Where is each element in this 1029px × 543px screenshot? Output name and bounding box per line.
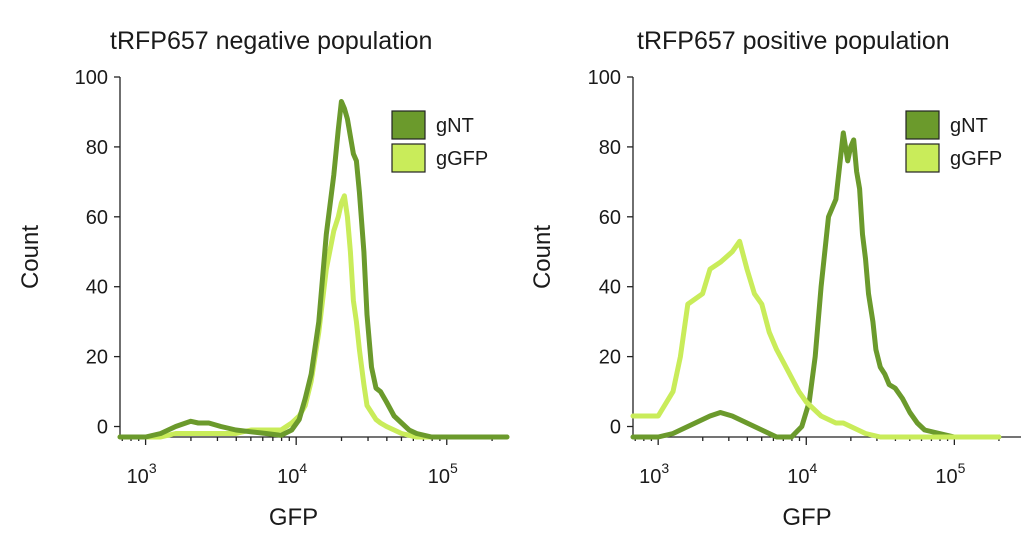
legend-label-gnt: gNT bbox=[436, 115, 474, 137]
x-axis-label: GFP bbox=[782, 504, 831, 531]
y-tick-label: 100 bbox=[75, 67, 108, 89]
y-tick-label: 100 bbox=[588, 67, 621, 89]
x-axis-label: GFP bbox=[269, 504, 318, 531]
y-tick-label: 20 bbox=[86, 347, 108, 369]
chart-title: tRFP657 positive population bbox=[637, 27, 950, 55]
y-tick-label: 60 bbox=[86, 207, 108, 229]
chart-title: tRFP657 negative population bbox=[110, 27, 432, 55]
chart-panel-1: tRFP657 negative population 0 20 40 60 80 100 1… bbox=[17, 27, 510, 531]
legend-swatch-ggfp bbox=[905, 143, 940, 173]
y-axis-label: Count bbox=[529, 225, 556, 289]
y-tick-label: 40 bbox=[599, 277, 621, 299]
y-tick-label: 40 bbox=[86, 277, 108, 299]
x-tick-label: 104 bbox=[277, 460, 307, 488]
series-line-gnt bbox=[117, 99, 510, 440]
chart-panel-2: tRFP657 positive population 0 20 40 60 80 100 1… bbox=[529, 27, 1021, 531]
legend-label-gnt: gNT bbox=[950, 115, 988, 137]
y-tick-label: 0 bbox=[97, 417, 108, 439]
y-tick-label: 60 bbox=[599, 207, 621, 229]
series-line-gnt bbox=[630, 130, 1002, 440]
y-tick-label: 0 bbox=[610, 417, 621, 439]
x-tick-label: 105 bbox=[428, 460, 458, 488]
legend-label-ggfp: gGFP bbox=[950, 148, 1002, 170]
legend-swatch-gnt bbox=[905, 110, 940, 140]
x-tick-label: 103 bbox=[639, 460, 669, 488]
legend-swatch-ggfp bbox=[391, 143, 426, 173]
legend-swatch-gnt bbox=[391, 110, 426, 140]
y-tick-label: 20 bbox=[599, 347, 621, 369]
series-line-ggfp bbox=[117, 193, 510, 440]
y-axis-label: Count bbox=[17, 225, 44, 289]
x-tick-label: 103 bbox=[127, 460, 157, 488]
x-tick-label: 104 bbox=[787, 460, 817, 488]
series-line-ggfp bbox=[630, 238, 1002, 440]
y-tick-label: 80 bbox=[599, 137, 621, 159]
x-tick-label: 105 bbox=[935, 460, 965, 488]
legend-label-ggfp: gGFP bbox=[436, 148, 488, 170]
y-tick-label: 80 bbox=[86, 137, 108, 159]
